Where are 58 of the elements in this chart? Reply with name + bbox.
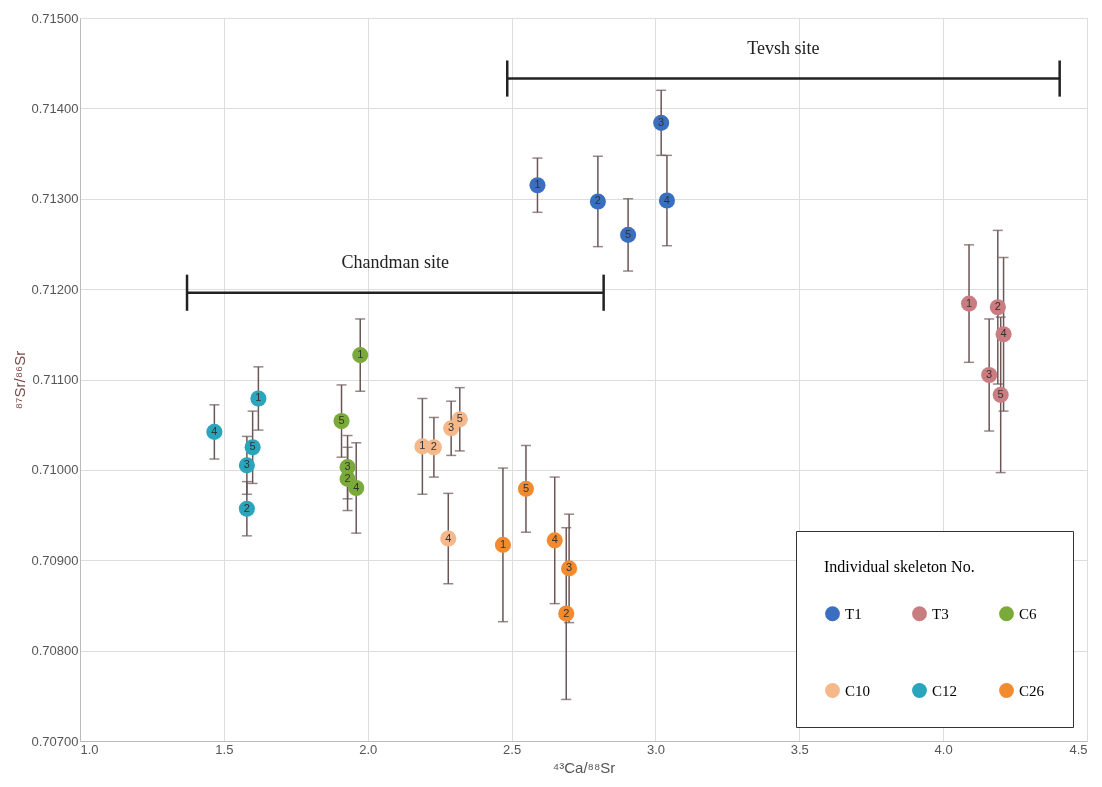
x-tick-label: 3.0 — [646, 741, 665, 757]
legend-label: T3 — [932, 605, 949, 622]
x-tick-label: 2.0 — [359, 741, 378, 757]
y-tick-label: 0.71200 — [31, 281, 79, 297]
legend-label: C10 — [845, 682, 871, 699]
annotation: 1 — [534, 178, 541, 191]
x-tick-label: 2.5 — [503, 741, 522, 757]
annotation: 5 — [997, 387, 1004, 400]
x-axis-title: ⁴³Ca/⁸⁸Sr — [552, 758, 616, 776]
annotation: 5 — [456, 412, 463, 425]
y-tick-label: 0.71000 — [31, 462, 79, 478]
y-axis-title: ⁸⁷Sr/⁸⁶Sr — [10, 350, 28, 410]
annotation: 2 — [563, 606, 570, 619]
annotation: 4 — [445, 531, 452, 544]
y-tick-label: 0.71500 — [31, 10, 79, 26]
annotation: 3 — [243, 458, 250, 471]
annotation: 3 — [344, 460, 351, 473]
series-label: Tevsh site — [747, 37, 820, 58]
annotation: 3 — [566, 561, 573, 574]
annotation: 1 — [357, 348, 364, 361]
legend-label: C6 — [1019, 605, 1037, 622]
annotation: 3 — [658, 115, 665, 128]
x-tick-label: 1.0 — [80, 741, 99, 757]
annotation: 1 — [499, 537, 506, 550]
x-tick-label: 3.5 — [790, 741, 809, 757]
annotation: 5 — [249, 440, 256, 453]
y-tick-label: 0.70800 — [31, 643, 79, 659]
legend-title: Individual skeleton No. — [824, 558, 975, 575]
annotation: 4 — [663, 193, 670, 206]
series-label: Chandman site — [341, 251, 450, 272]
annotation: 1 — [965, 296, 973, 309]
annotation: 3 — [448, 421, 455, 434]
y-tick-label: 0.71400 — [31, 100, 79, 116]
annotation: 2 — [344, 471, 351, 484]
legend-label: C26 — [1019, 682, 1045, 699]
x-tick-label: 4.0 — [934, 741, 953, 757]
legend-label: C12 — [932, 682, 958, 699]
annotation: 5 — [338, 414, 345, 427]
annotation: 2 — [430, 440, 437, 453]
x-tick-label: 1.5 — [215, 741, 234, 757]
y-tick-label: 0.70900 — [31, 552, 79, 568]
legend-label: T1 — [845, 605, 862, 622]
annotation: 4 — [1000, 327, 1007, 340]
annotation: 2 — [243, 501, 250, 514]
annotation: 4 — [353, 480, 360, 493]
annotation: 4 — [551, 533, 558, 546]
annotation: 1 — [419, 439, 426, 452]
annotation: 3 — [986, 367, 993, 380]
annotation: 2 — [994, 300, 1001, 313]
y-tick-label: 0.71300 — [31, 191, 79, 207]
annotation: 2 — [594, 194, 601, 207]
annotation: 5 — [625, 227, 632, 240]
annotation: 4 — [211, 424, 218, 437]
annotation: 5 — [522, 481, 530, 494]
y-tick-label: 0.71100 — [32, 372, 79, 387]
y-tick-label: 0.70700 — [31, 733, 79, 749]
annotation: 1 — [255, 391, 262, 404]
x-tick-label: 4.5 — [1069, 741, 1088, 757]
